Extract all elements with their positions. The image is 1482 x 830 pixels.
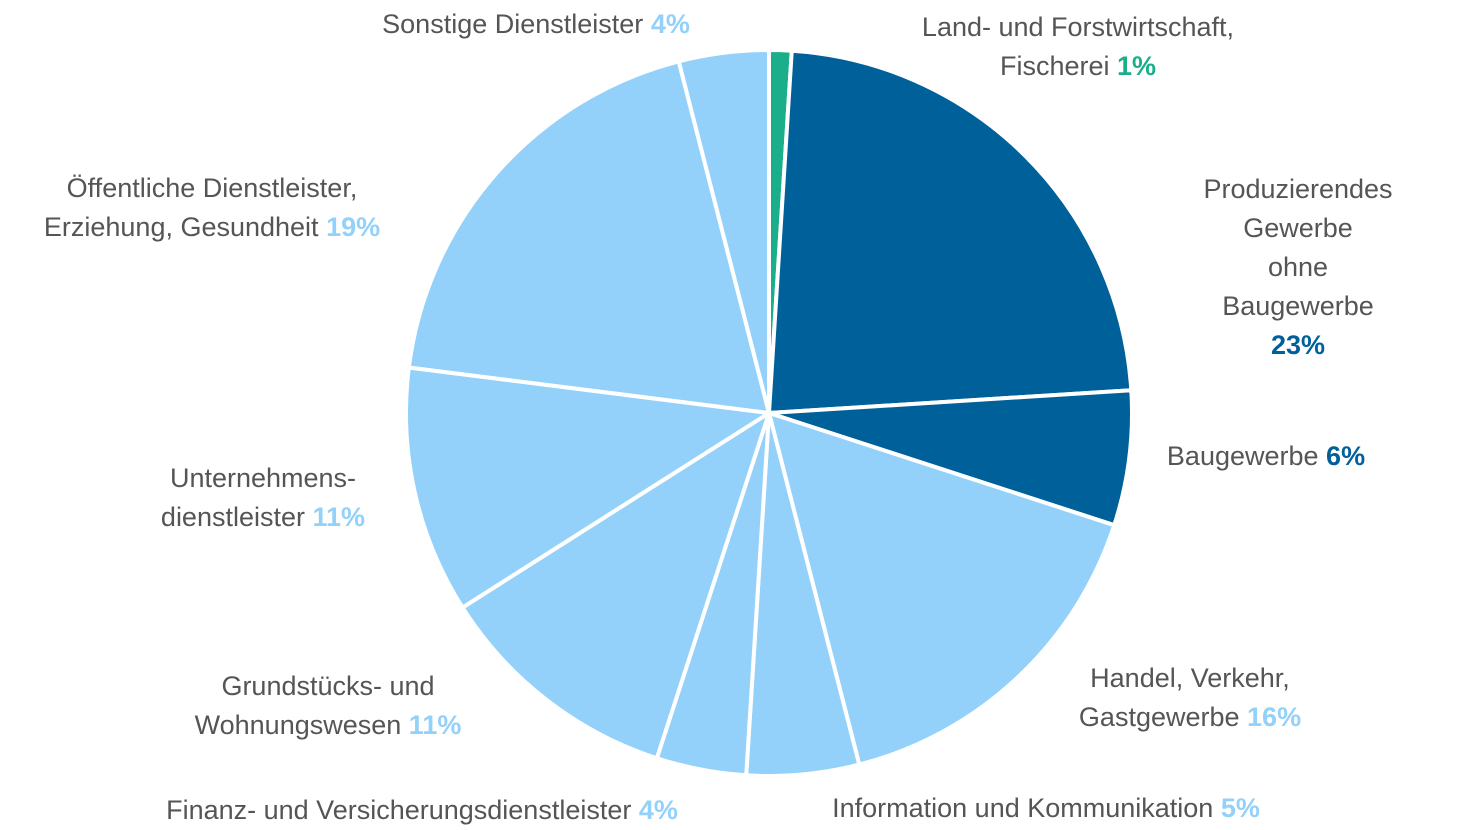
category-label: Baugewerbe xyxy=(1166,441,1319,471)
value-label: 11% xyxy=(408,710,462,740)
pie-slice xyxy=(406,59,771,415)
value-label: 16% xyxy=(1247,702,1302,732)
pie-slice xyxy=(767,411,1117,767)
slice-label: Öffentliche Dienstleister, Erziehung, Ge… xyxy=(44,169,380,247)
category-label: Handel, Verkehr, Gastgewerbe xyxy=(1078,663,1290,732)
value-label: 19% xyxy=(326,212,381,242)
pie-slice xyxy=(404,365,771,610)
category-label: Unternehmens- dienstleister xyxy=(160,463,357,532)
value-label: 6% xyxy=(1326,441,1366,471)
pie-slice xyxy=(767,48,1134,415)
slice-label: Unternehmens- dienstleister 11% xyxy=(161,459,365,537)
value-label: 5% xyxy=(1220,793,1260,823)
slice-label: Baugewerbe 6% xyxy=(1167,437,1365,476)
pie-slice xyxy=(460,411,771,761)
slice-label: Grundstücks- und Wohnungswesen 11% xyxy=(195,667,462,745)
category-label: Sonstige Dienstleister xyxy=(382,9,644,39)
category-label: Öffentliche Dienstleister, Erziehung, Ge… xyxy=(43,173,358,242)
slice-label: Finanz- und Versicherungsdienstleister 4… xyxy=(166,791,678,830)
pie-slice xyxy=(767,388,1134,528)
category-label: Finanz- und Versicherungsdienstleister xyxy=(166,795,632,825)
slice-label: Produzierendes Gewerbe ohne Baugewerbe 2… xyxy=(1203,170,1392,365)
category-label: Land- und Forstwirtschaft, Fischerei xyxy=(921,12,1235,81)
value-label: 4% xyxy=(650,9,690,39)
value-label: 4% xyxy=(638,795,678,825)
slice-label: Information und Kommunikation 5% xyxy=(832,789,1260,828)
slice-label: Sonstige Dienstleister 4% xyxy=(382,5,690,44)
category-label: Produzierendes Gewerbe ohne Baugewerbe xyxy=(1203,174,1393,321)
value-label: 23% xyxy=(1270,330,1326,360)
slice-label: Land- und Forstwirtschaft, Fischerei 1% xyxy=(876,8,1280,86)
pie-slice xyxy=(676,48,771,415)
value-label: 1% xyxy=(1117,51,1157,81)
slice-label: Handel, Verkehr, Gastgewerbe 16% xyxy=(1079,659,1301,737)
category-label: Grundstücks- und Wohnungswesen xyxy=(194,671,435,740)
value-label: 11% xyxy=(312,502,366,532)
category-label: Information und Kommunikation xyxy=(832,793,1214,823)
